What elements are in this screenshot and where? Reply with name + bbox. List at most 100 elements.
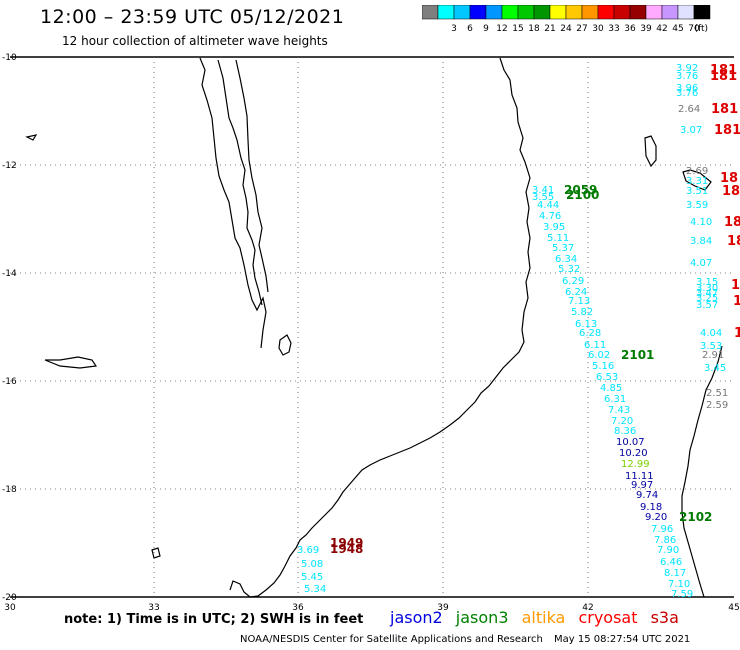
lon-tick-label: 30	[4, 603, 16, 613]
swh-value-label: 5.11	[547, 233, 569, 244]
lat-tick-label: -10	[2, 53, 17, 63]
swh-value-label: 3.30	[696, 283, 718, 294]
swh-value-label: 3.41	[532, 185, 554, 196]
mainland-coastline	[199, 57, 267, 349]
swh-value-label: 6.31	[604, 394, 626, 405]
swh-value-label: 3.45	[704, 363, 726, 374]
swh-value-label: 7.20	[611, 416, 633, 427]
swh-value-label: 3.69	[297, 545, 319, 556]
swh-value-label: 5.16	[592, 361, 614, 372]
swh-value-label: 3.47	[696, 288, 718, 299]
lon-tick-label: 45	[728, 603, 739, 613]
scale-tick-label: 12	[496, 24, 507, 34]
swh-value-label: 3.84	[690, 236, 712, 247]
swh-value-label: 3.55	[532, 192, 554, 203]
swh-value-label: 3.96	[676, 83, 698, 94]
map-frame	[10, 56, 734, 598]
swh-value-label: 7.10	[668, 579, 690, 590]
swh-value-label: 1949	[330, 536, 363, 550]
scale-tick-label: 27	[576, 24, 587, 34]
scale-tick-label: 70	[688, 24, 700, 34]
swh-value-label: 4.44	[537, 200, 559, 211]
lat-tick-label: -14	[2, 269, 17, 279]
satellite-label-jason3: jason3	[455, 608, 509, 627]
swh-value-label: 7.86	[654, 535, 676, 546]
swh-value-label: 8.17	[664, 568, 686, 579]
pemba-island	[644, 135, 657, 168]
swh-value-label: 2059	[564, 183, 597, 197]
scale-unit-label: (ft)	[694, 24, 708, 34]
scale-tick-label: 36	[624, 24, 636, 34]
swh-value-label: 5.34	[304, 584, 326, 595]
swh-value-label: 7.59	[671, 589, 693, 600]
swh-value-label: 5.82	[571, 307, 593, 318]
page-title: 12:00 – 23:59 UTC 05/12/2021	[40, 6, 345, 28]
small-island-west	[44, 356, 98, 369]
swh-value-label: 2101	[621, 348, 654, 362]
swh-value-label: 2100	[566, 188, 599, 202]
islet-north	[25, 134, 38, 141]
page-subtitle: 12 hour collection of altimeter wave hei…	[62, 34, 328, 48]
scale-tick-label: 9	[483, 24, 489, 34]
swh-value-label: 3.76	[676, 88, 698, 99]
swh-value-label: 3.51	[686, 186, 708, 197]
satellite-label-s3a: s3a	[650, 608, 679, 627]
generated-timestamp: May 15 08:27:54 UTC 2021	[554, 634, 691, 645]
swh-value-label: 5.08	[301, 559, 323, 570]
swh-value-label: 7.13	[568, 296, 590, 307]
swh-value-label: 9.20	[645, 512, 667, 523]
satellite-label-altika: altika	[521, 608, 566, 627]
swh-value-label: 2.69	[686, 166, 708, 177]
latitude-labels: -10 -12 -14 -16 -18 -20	[2, 53, 17, 603]
lat-lon-gridlines	[10, 57, 734, 597]
swh-value-label: 18	[724, 215, 740, 230]
credit-line: NOAA/NESDIS Center for Satellite Applica…	[240, 634, 543, 645]
swh-value-label: 3.92	[676, 63, 698, 74]
swh-value-label: 3.59	[686, 200, 708, 211]
swh-value-label: 11.11	[625, 471, 654, 482]
lat-tick-label: -20	[2, 593, 17, 603]
swh-value-label: 4.07	[690, 258, 712, 269]
swh-value-label: 6.24	[565, 287, 587, 298]
scale-swatch	[693, 5, 711, 20]
swh-value-label: 2.51	[706, 388, 728, 399]
scale-tick-label: 24	[560, 24, 572, 34]
lon-tick-label: 39	[437, 603, 449, 613]
swh-value-label: 4.04	[700, 328, 722, 339]
small-island-lake	[278, 334, 292, 356]
swh-value-label: 18	[722, 184, 740, 199]
scale-tick-label: 3	[451, 24, 457, 34]
swh-value-label: 18	[720, 171, 738, 186]
lon-tick-label: 33	[148, 603, 159, 613]
swh-value-label: 3.25	[696, 293, 718, 304]
swh-value-label: 3.07	[680, 125, 702, 136]
scale-tick-label: 15	[512, 24, 523, 34]
swh-value-label: 7.90	[657, 545, 679, 556]
scale-tick-label: 42	[656, 24, 667, 34]
swh-value-label: 3.31	[686, 176, 708, 187]
swh-value-label: 3.57	[696, 300, 718, 311]
color-scale-legend: 3 6 9 12 15 18 21 24 27 30 33 36 39 42 45 70(ft)	[422, 5, 711, 34]
swh-value-label: 6.46	[660, 557, 682, 568]
madagascar-coastline	[681, 345, 723, 598]
islet-west	[151, 547, 161, 559]
swh-value-label: 8.36	[614, 426, 636, 437]
swh-value-label: 10.20	[619, 448, 648, 459]
coastlines	[25, 57, 723, 598]
lat-tick-label: -16	[2, 377, 17, 387]
swh-value-label: 3.53	[700, 341, 722, 352]
swh-value-label: 1	[731, 278, 740, 293]
swh-value-label: 6.11	[584, 340, 606, 351]
scale-tick-label: 39	[640, 24, 652, 34]
satellite-legend: jason2 jason3 altika cryosat s3a	[390, 608, 687, 627]
swh-value-label: 18	[727, 234, 740, 249]
swh-value-label: 181	[711, 102, 738, 117]
lake-malawi-outline	[217, 59, 263, 306]
scale-tick-label: 21	[544, 24, 555, 34]
swh-value-label: 7.96	[651, 524, 673, 535]
scale-tick-label: 30	[592, 24, 604, 34]
scale-tick-label: 18	[528, 24, 540, 34]
lake-east-shore	[235, 59, 269, 293]
swh-value-label: 4.10	[690, 217, 712, 228]
